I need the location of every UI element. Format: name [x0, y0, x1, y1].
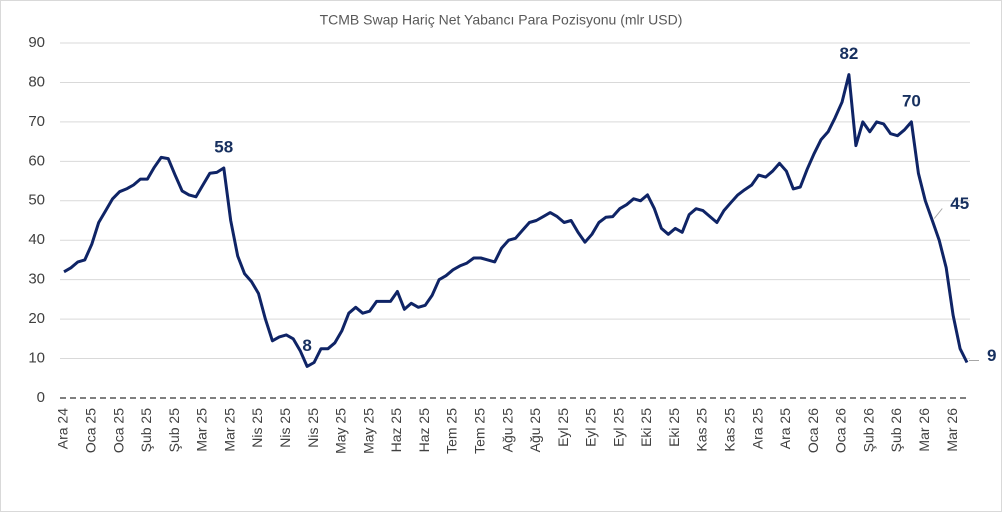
data-label: 8 [302, 336, 311, 355]
data-label: 9 [987, 346, 996, 365]
x-tick-label: Kas 25 [722, 408, 738, 452]
y-tick-label: 10 [28, 350, 45, 367]
x-tick-label: Ağu 25 [499, 408, 515, 453]
y-tick-label: 90 [28, 34, 45, 51]
data-line [63, 73, 969, 368]
x-tick-label: Eyl 25 [583, 408, 599, 447]
x-tick-label: May 25 [333, 408, 349, 454]
x-tick-label: Eki 25 [666, 408, 682, 447]
x-tick-label: May 25 [360, 408, 376, 454]
y-tick-label: 70 [28, 113, 45, 130]
x-tick-label: Tem 25 [444, 408, 460, 454]
x-tick-label: Mar 26 [944, 408, 960, 452]
x-tick-label: Haz 25 [388, 408, 404, 453]
x-tick-label: Oca 26 [805, 408, 821, 453]
x-tick-label: Ara 24 [55, 408, 71, 449]
x-tick-label: Ara 25 [749, 408, 765, 449]
y-tick-label: 40 [28, 231, 45, 248]
chart-title: TCMB Swap Hariç Net Yabancı Para Pozisyo… [320, 12, 683, 28]
x-tick-label: Nis 25 [277, 408, 293, 448]
x-tick-label: Şub 26 [888, 408, 904, 453]
x-tick-label: Ara 25 [777, 408, 793, 449]
leader-line [933, 208, 943, 219]
x-tick-label: Oca 25 [110, 408, 126, 453]
x-tick-label: Mar 25 [194, 408, 210, 452]
x-tick-label: Kas 25 [694, 408, 710, 452]
x-tick-label: Eyl 25 [555, 408, 571, 447]
x-tick-label: Mar 25 [221, 408, 237, 452]
y-tick-label: 30 [28, 271, 45, 288]
x-tick-label: Haz 25 [416, 408, 432, 453]
x-tick-label: Oca 25 [82, 408, 98, 453]
x-tick-label: Tem 25 [471, 408, 487, 454]
y-tick-label: 0 [37, 389, 45, 406]
x-tick-label: Mar 26 [916, 408, 932, 452]
y-tick-label: 80 [28, 73, 45, 90]
x-tick-label: Şub 25 [138, 408, 154, 453]
y-tick-label: 50 [28, 192, 45, 209]
x-tick-label: Oca 26 [833, 408, 849, 453]
y-tick-label: 60 [28, 152, 45, 169]
x-tick-label: Nis 25 [305, 408, 321, 448]
data-label: 58 [214, 138, 233, 157]
x-tick-label: Nis 25 [249, 408, 265, 448]
data-label: 45 [950, 194, 969, 213]
data-label: 70 [902, 91, 921, 110]
x-tick-label: Şub 26 [860, 408, 876, 453]
x-tick-label: Eki 25 [638, 408, 654, 447]
data-label: 82 [839, 44, 858, 63]
y-tick-label: 20 [28, 310, 45, 327]
x-tick-label: Ağu 25 [527, 408, 543, 453]
x-tick-label: Şub 25 [166, 408, 182, 453]
x-tick-label: Eyl 25 [610, 408, 626, 447]
